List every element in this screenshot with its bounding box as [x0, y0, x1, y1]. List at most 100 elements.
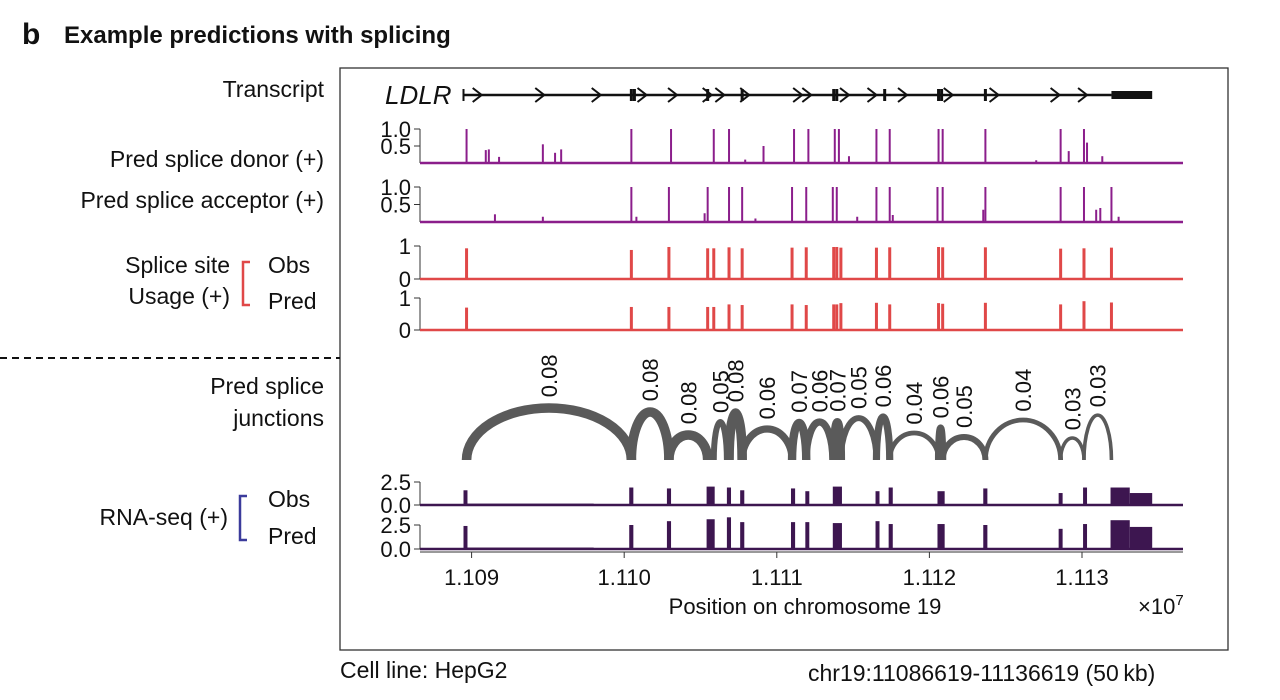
rnaseq-obs-block [875, 491, 880, 505]
junction-label: 0.04 [902, 382, 927, 425]
junction-arc [837, 415, 880, 461]
transcript-utr [1111, 91, 1153, 99]
strand-arrow-icon [897, 87, 909, 103]
junction-label: 0.05 [708, 370, 733, 413]
junction-label: 0.07 [825, 369, 850, 412]
usage-pred-bar [888, 304, 892, 330]
xtick-label: 1.109 [444, 565, 499, 590]
exon-mark [983, 89, 987, 101]
usage-pred-bar [1059, 304, 1063, 330]
strand-arrow-icon [1049, 87, 1062, 103]
strand-arrow-icon [1077, 87, 1089, 103]
junction-label: 0.03 [1060, 387, 1085, 430]
usage-obs-bar [835, 246, 839, 279]
panel-letter: b [22, 18, 41, 51]
usage-pred-ytick-label: 1 [399, 286, 411, 311]
junction-arc [664, 430, 713, 461]
junction-arc [872, 413, 894, 461]
exon-mark [706, 89, 710, 101]
usage-pred-bar [941, 303, 945, 330]
x-axis-label: Position on chromosome 19 [669, 594, 942, 619]
rnaseq-pred-block [888, 524, 893, 549]
xtick-label: 1.110 [597, 565, 650, 590]
usage-pred-bar [839, 303, 843, 330]
strand-arrow-icon [472, 87, 484, 103]
rnaseq-pred-ytick-label: 2.5 [380, 513, 411, 538]
rnaseq-obs-block [629, 487, 634, 505]
plot-frame [339, 67, 1229, 651]
junction-arc [1082, 413, 1114, 461]
xtick-label: 1.113 [1055, 565, 1108, 590]
usage-pred-bar [1109, 302, 1113, 330]
rnaseq-pred-block [706, 519, 715, 549]
rnaseq-obs-ytick-label: 2.5 [380, 470, 411, 495]
junction-label: 0.06 [808, 370, 833, 413]
label-transcript: Transcript [222, 76, 324, 102]
usage-pred-bar [832, 304, 836, 330]
label-junctions-1: Pred splice [210, 373, 324, 399]
donor-ytick-label: 1.0 [380, 117, 411, 142]
xtick-label: 1.111 [751, 565, 803, 590]
rnaseq-pred-block [983, 525, 988, 549]
rnaseq-pred-block [463, 525, 468, 549]
label-usage-obs: Obs [268, 252, 311, 278]
strand-arrow-icon [839, 87, 851, 103]
junction-label: 0.04 [1011, 369, 1036, 412]
rnaseq-pred-block [666, 521, 672, 549]
junction-arc [1058, 436, 1086, 461]
junction-label: 0.06 [755, 377, 780, 420]
usage-pred-bar [1082, 301, 1086, 330]
usage-pred-bar [667, 306, 671, 330]
strand-arrow-icon [714, 87, 726, 103]
exon-mark [832, 89, 836, 101]
usage-obs-bar [1082, 248, 1086, 279]
rnaseq-bracket [238, 494, 247, 542]
exon-mark [937, 89, 941, 101]
exon-mark [629, 89, 633, 101]
usage-obs-bar [629, 249, 633, 279]
rnaseq-obs-block [666, 488, 672, 505]
rnaseq-obs-block [888, 487, 893, 505]
label-rnaseq: RNA-seq (+) [99, 504, 228, 530]
strand-arrow-icon [801, 87, 813, 103]
rnaseq-obs-block [467, 503, 594, 505]
rnaseq-pred-block [467, 547, 594, 549]
usage-pred-bar [629, 306, 633, 330]
strand-arrow-icon [702, 87, 714, 103]
rnaseq-obs-block [937, 491, 945, 505]
usage-obs-bar [667, 246, 671, 279]
region: chr19:11086619-11136619 (50 kb) [808, 660, 1156, 686]
junction-label: 0.07 [787, 370, 812, 413]
rnaseq-obs-ytick-label: 0.0 [380, 493, 411, 518]
x-multiplier: ×107 [1138, 592, 1184, 619]
junction-arc [626, 407, 674, 461]
gene-name: LDLR [385, 80, 451, 110]
usage-pred-ytick-label: 0 [399, 318, 411, 343]
rnaseq-pred-block [740, 522, 745, 549]
rnaseq-pred-block [1129, 526, 1153, 549]
rnaseq-pred-block [1058, 528, 1063, 549]
rnaseq-pred-block [726, 517, 732, 549]
junction-arc [738, 425, 796, 461]
usage-obs-bar [832, 246, 836, 279]
rnaseq-obs-block [740, 490, 745, 505]
cell-line: Cell line: HepG2 [340, 657, 508, 683]
usage-obs-bar [874, 247, 878, 279]
donor-ytick-label: 0.5 [380, 134, 411, 159]
usage-pred-bar [790, 304, 794, 330]
label-usage-2: Usage (+) [128, 283, 230, 309]
junction-arc [461, 403, 637, 461]
label-junctions-2: junctions [233, 405, 324, 431]
junction-label: 0.08 [638, 358, 663, 401]
strand-arrow-icon [943, 87, 955, 103]
usage-pred-bar [937, 303, 941, 330]
usage-obs-bar [941, 247, 945, 279]
rnaseq-pred-block [937, 524, 945, 549]
junction-label: 0.06 [929, 376, 954, 419]
strand-arrow-icon [866, 87, 879, 103]
junction-arc [887, 430, 941, 461]
rnaseq-obs-block [726, 487, 732, 505]
usage-obs-bar [804, 247, 808, 279]
figure-title: Example predictions with splicing [64, 22, 451, 49]
junction-label: 0.08 [724, 359, 749, 402]
